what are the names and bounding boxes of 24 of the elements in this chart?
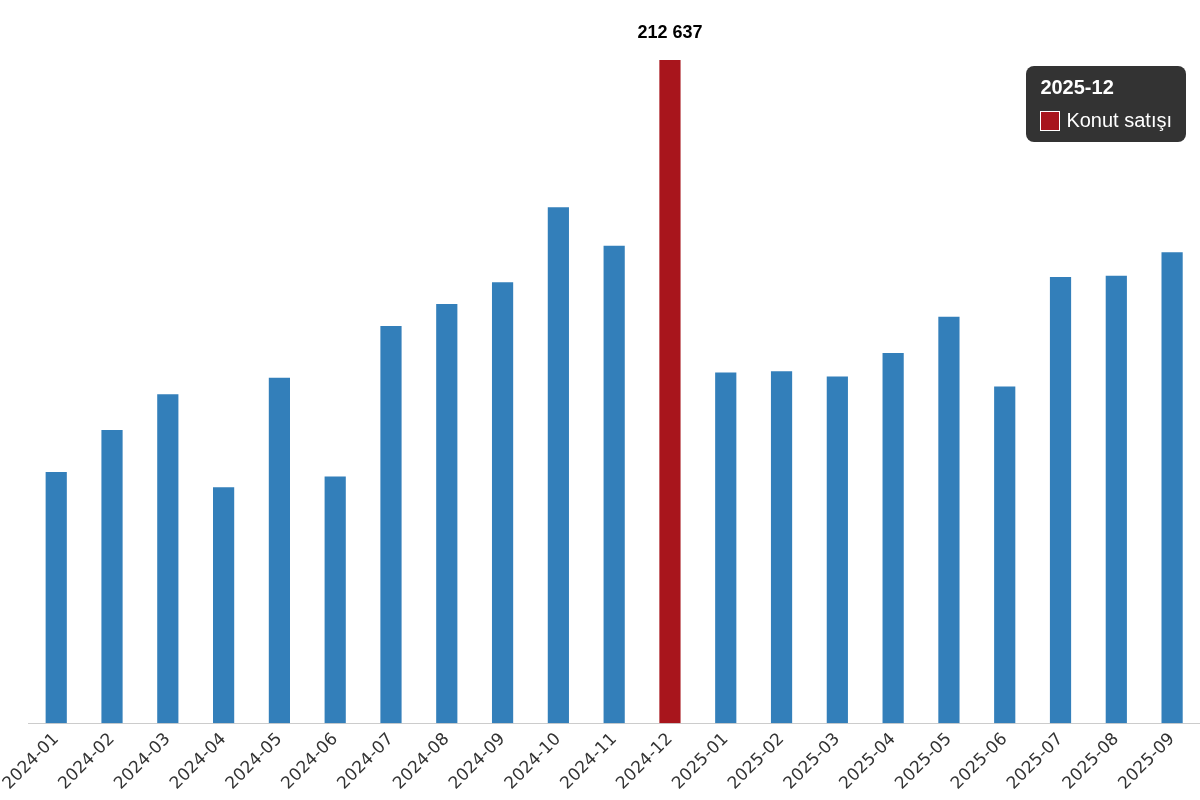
bar bbox=[603, 245, 625, 724]
bar bbox=[101, 430, 123, 724]
bar bbox=[882, 353, 904, 724]
bar bbox=[770, 371, 793, 724]
bar bbox=[1161, 252, 1183, 724]
bar bbox=[1049, 276, 1072, 724]
bar bbox=[715, 372, 737, 724]
annotation: Konut satışı bbox=[1066, 109, 1172, 132]
data-label: 212 637 bbox=[637, 21, 703, 42]
bar bbox=[157, 394, 179, 724]
bar bbox=[324, 476, 346, 724]
bar bbox=[994, 386, 1016, 724]
bar bbox=[268, 377, 290, 724]
bar bbox=[491, 282, 514, 724]
bar bbox=[45, 471, 67, 724]
bar bbox=[826, 376, 848, 724]
bar bbox=[213, 487, 235, 724]
bar bbox=[547, 207, 569, 724]
bar bbox=[380, 325, 402, 724]
bar bbox=[1105, 275, 1127, 724]
bar bbox=[436, 304, 458, 724]
annotation: 2025-12 bbox=[1040, 76, 1115, 99]
bar bbox=[659, 60, 681, 724]
bar bbox=[938, 316, 960, 724]
